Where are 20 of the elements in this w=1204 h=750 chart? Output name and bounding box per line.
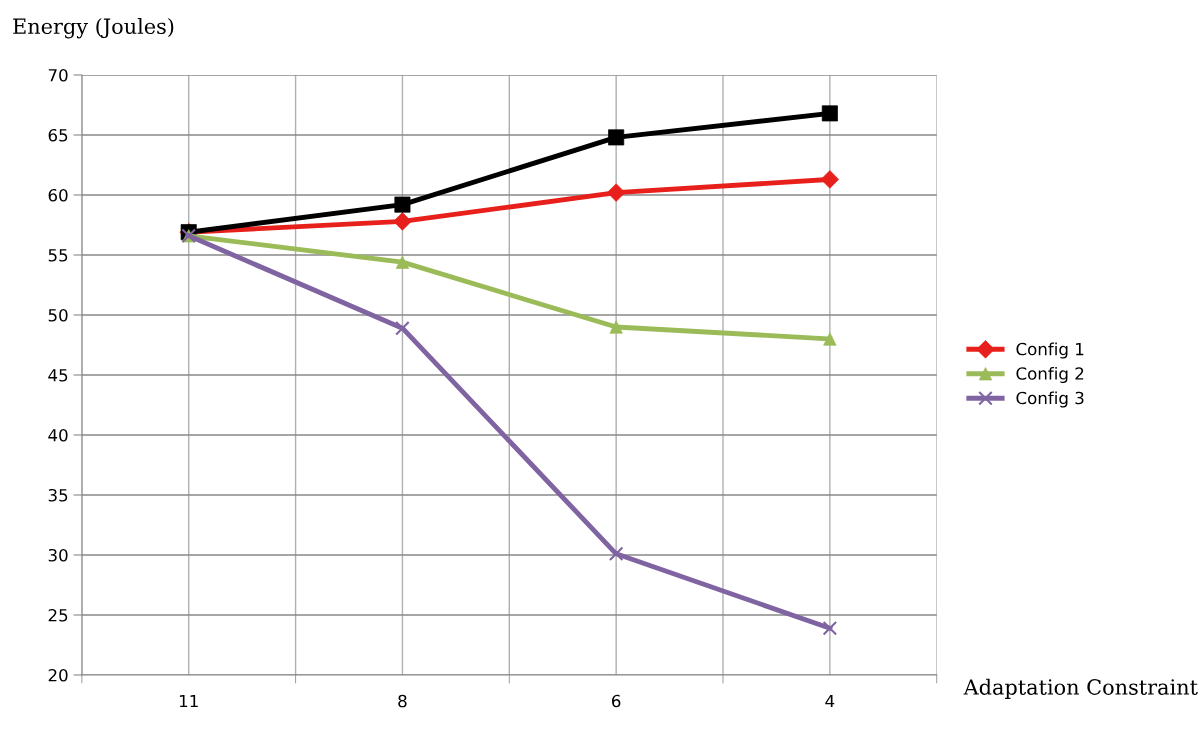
y-tick-label: 50 (48, 308, 68, 322)
x-axis-title: Adaptation Constraint (963, 678, 1198, 699)
y-tick-label: 55 (48, 249, 68, 262)
y-tick-label: 20 (48, 668, 68, 682)
y-tick-label: 60 (48, 188, 68, 202)
y-tick-label: 25 (48, 608, 68, 622)
x-tick-label: 11 (179, 694, 198, 708)
x-tick-label: 8 (398, 694, 407, 708)
legend-label: Config 3 (1016, 391, 1084, 408)
y-tick-label: 65 (48, 128, 68, 142)
legend-label: Config 2 (1016, 366, 1084, 384)
y-tick-label: 70 (48, 68, 68, 82)
y-tick-label: 35 (48, 488, 68, 502)
y-tick-label: 30 (48, 548, 68, 562)
x-tick-label: 6 (612, 694, 621, 708)
y-tick-label: 40 (48, 428, 68, 442)
x-tick-label: 4 (825, 694, 835, 708)
y-tick-label: 45 (48, 369, 68, 382)
y-axis-title: Energy (Joules) (13, 17, 174, 39)
legend-label: Config 1 (1016, 342, 1084, 359)
